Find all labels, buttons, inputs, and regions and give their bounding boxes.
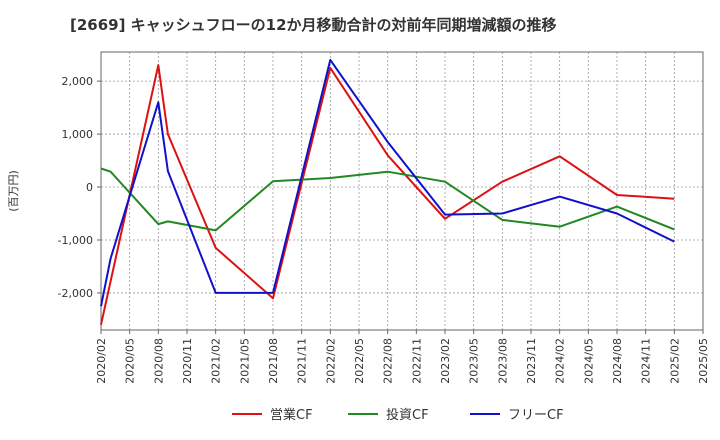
x-tick-label: 2022/11 [410, 338, 423, 384]
y-tick-label: 0 [86, 181, 93, 194]
x-tick-label: 2023/08 [496, 338, 509, 384]
x-tick-label: 2021/08 [267, 338, 280, 384]
series-line-2 [100, 167, 675, 232]
x-tick-label: 2024/11 [640, 338, 653, 384]
chart-title: [2669] キャッシュフローの12か月移動合計の対前年同期増減額の推移 [70, 16, 557, 34]
y-tick-label: 2,000 [62, 75, 94, 88]
x-tick-label: 2025/02 [668, 338, 681, 384]
y-axis-label: (百万円) [7, 170, 20, 212]
legend-label: フリーCF [508, 408, 564, 423]
y-tick-label: -1,000 [58, 234, 93, 247]
x-tick-label: 2021/11 [296, 338, 309, 384]
x-tick-label: 2020/08 [152, 338, 165, 384]
x-tick-label: 2023/05 [468, 338, 481, 384]
series-line-1 [100, 64, 675, 325]
x-tick-label: 2023/02 [439, 338, 452, 384]
x-tick-label: 2023/11 [525, 338, 538, 384]
plot-area [100, 51, 704, 331]
series-line-3 [100, 58, 675, 307]
legend-label: 投資CF [386, 407, 429, 423]
x-tick-label: 2020/05 [124, 338, 137, 384]
y-tick-label: 1,000 [62, 128, 94, 141]
x-tick-label: 2021/05 [238, 338, 251, 384]
x-tick-label: 2022/02 [324, 338, 337, 384]
x-tick-label: 2022/05 [353, 338, 366, 384]
x-tick-label: 2024/02 [554, 338, 567, 384]
x-tick-label: 2022/08 [382, 338, 395, 384]
y-tick-label: -2,000 [58, 287, 93, 300]
y-axis: 2,000 1,000 0 -1,000 -2,000 [58, 75, 101, 300]
legend: 営業CF 投資CF フリーCF [232, 407, 564, 423]
x-tick-label: 2024/08 [611, 338, 624, 384]
x-tick-label: 2021/02 [210, 338, 223, 384]
grid [100, 52, 704, 330]
series [100, 58, 675, 325]
x-tick-label: 2020/11 [181, 338, 194, 384]
x-tick-label: 2020/02 [95, 338, 108, 384]
legend-label: 営業CF [270, 407, 313, 423]
x-tick-label: 2025/05 [697, 338, 710, 384]
x-axis: 2020/02 2020/05 2020/08 2020/11 2021/02 2021/… [95, 330, 710, 384]
x-tick-label: 2024/05 [582, 338, 595, 384]
